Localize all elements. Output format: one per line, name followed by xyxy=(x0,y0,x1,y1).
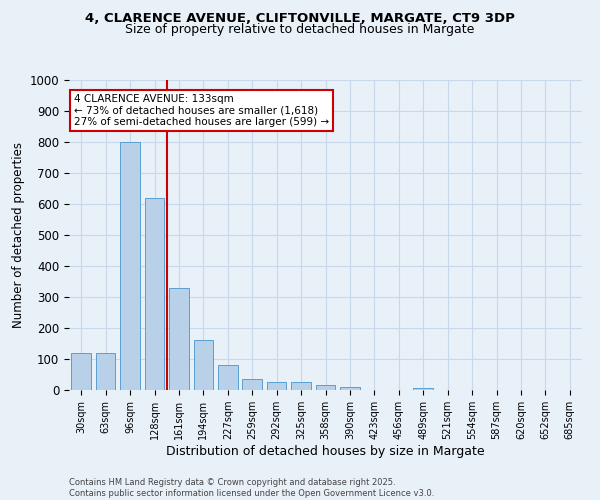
Text: 4 CLARENCE AVENUE: 133sqm
← 73% of detached houses are smaller (1,618)
27% of se: 4 CLARENCE AVENUE: 133sqm ← 73% of detac… xyxy=(74,94,329,127)
Bar xyxy=(291,382,311,390)
Bar xyxy=(316,386,335,390)
Bar xyxy=(413,388,433,390)
Bar xyxy=(71,353,91,390)
Bar xyxy=(218,365,238,390)
Y-axis label: Number of detached properties: Number of detached properties xyxy=(13,142,25,328)
Bar xyxy=(194,340,213,390)
X-axis label: Distribution of detached houses by size in Margate: Distribution of detached houses by size … xyxy=(166,445,485,458)
Bar xyxy=(145,198,164,390)
Bar xyxy=(267,382,286,390)
Bar xyxy=(120,142,140,390)
Bar xyxy=(340,387,360,390)
Text: Contains HM Land Registry data © Crown copyright and database right 2025.
Contai: Contains HM Land Registry data © Crown c… xyxy=(69,478,434,498)
Text: Size of property relative to detached houses in Margate: Size of property relative to detached ho… xyxy=(125,22,475,36)
Text: 4, CLARENCE AVENUE, CLIFTONVILLE, MARGATE, CT9 3DP: 4, CLARENCE AVENUE, CLIFTONVILLE, MARGAT… xyxy=(85,12,515,26)
Bar xyxy=(96,353,115,390)
Bar xyxy=(169,288,188,390)
Bar xyxy=(242,379,262,390)
